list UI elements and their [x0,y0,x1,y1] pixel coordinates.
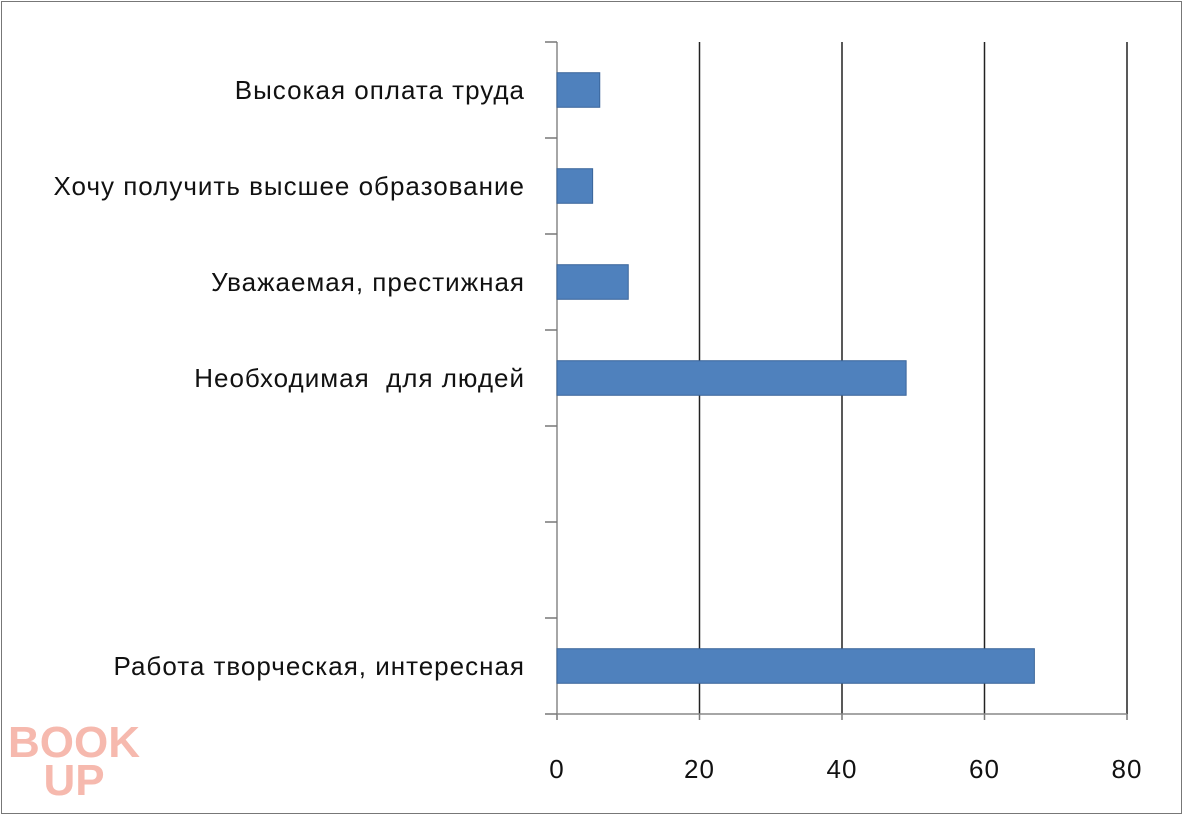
x-tick-label: 60 [969,754,1000,784]
bar [556,360,907,396]
y-tick-label: Работа творческая, интересная [113,651,525,681]
y-tick-label: Хочу получить высшее образование [53,171,525,201]
x-tick-label: 80 [1112,754,1143,784]
bar [556,168,594,204]
bar [556,264,629,300]
x-tick-label: 40 [827,754,858,784]
watermark-line: UP [43,756,105,805]
bar [556,648,1035,684]
y-tick-label: Высокая оплата труда [234,75,525,105]
y-tick-label: Необходимая для людей [194,363,525,393]
watermark: BOOK UP [8,718,140,805]
x-tick-label: 20 [684,754,715,784]
y-tick-label: Уважаемая, престижная [211,267,525,297]
bar [556,72,601,108]
watermark-line: BOOK [8,718,140,767]
x-tick-label: 0 [549,754,564,784]
